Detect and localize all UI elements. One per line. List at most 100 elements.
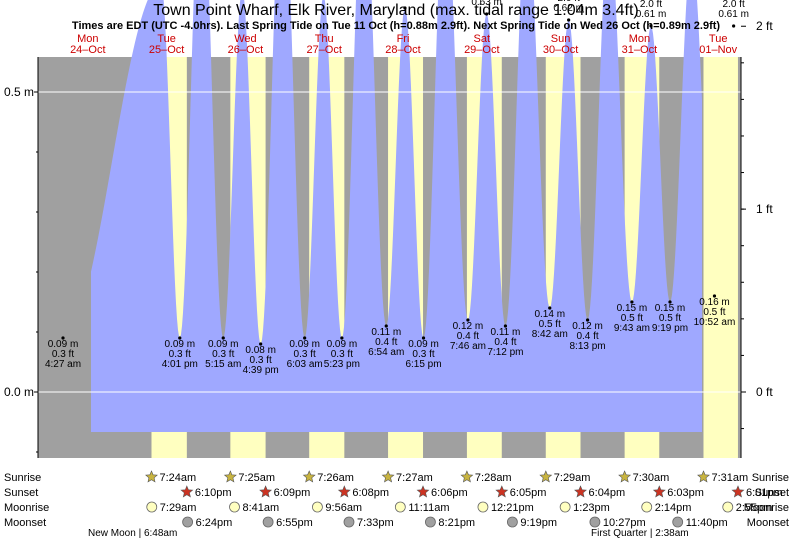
day-of-week: Mon xyxy=(629,33,650,45)
moonrise-icon xyxy=(722,501,734,513)
right-tick-label: 0 ft xyxy=(756,385,773,399)
tide-label-line: 4:27 am xyxy=(45,359,81,370)
tide-label-line: 0.61 m xyxy=(718,9,749,20)
tide-label-line: 0.3 ft xyxy=(331,349,353,360)
day-date: 01–Nov xyxy=(699,44,737,56)
moonrise-icon xyxy=(312,501,323,513)
day-date: 25–Oct xyxy=(149,44,184,56)
tide-label-line: 9:43 am xyxy=(614,323,650,334)
tide-label-line: 0.3 ft xyxy=(250,355,272,366)
sunset-icon xyxy=(416,485,430,498)
right-tick-label: 1 ft xyxy=(756,202,773,216)
day-of-week: Wed xyxy=(234,33,256,45)
gridlines xyxy=(38,91,741,393)
moon-phase-new: New Moon | 6:48am xyxy=(88,528,177,539)
sunset-icon xyxy=(259,485,273,498)
tide-label-line: 0.12 m xyxy=(572,321,603,332)
sunrise-time: 7:27am xyxy=(396,472,433,484)
tide-label-line: 0.5 ft xyxy=(539,319,561,330)
low-tide-label: 0.12 m0.4 ft8:13 pm xyxy=(570,321,606,352)
moonset-icon xyxy=(182,516,194,528)
tide-label-line: 0.5 ft xyxy=(621,313,643,324)
low-tide-point xyxy=(503,324,508,328)
day-date: 30–Oct xyxy=(543,44,578,56)
moonrise-time: 2:55pm xyxy=(736,502,773,514)
tide-label-line: 8:42 am xyxy=(532,329,568,340)
moonset-icon xyxy=(425,516,436,528)
day-of-week: Mon xyxy=(77,33,98,45)
moonset-time: 6:55pm xyxy=(276,517,313,529)
moonrise-time: 8:41am xyxy=(243,502,280,514)
tide-label-line: 0.15 m xyxy=(617,303,648,314)
moonrise-icon xyxy=(394,501,406,513)
sunset-time: 6:08pm xyxy=(352,487,389,499)
high-tide-point xyxy=(403,6,407,10)
tide-label-line: 0.09 m xyxy=(289,339,320,350)
tide-label-line: 0.63 m xyxy=(471,0,502,8)
sunrise-icon xyxy=(539,470,553,483)
right-tick-label: 2 ft xyxy=(756,19,773,33)
low-tide-label: 0.11 m0.4 ft7:12 pm xyxy=(487,327,523,358)
tide-label-line: 0.16 m xyxy=(699,297,730,308)
chart-subtitle: Times are EDT (UTC -4.0hrs). Last Spring… xyxy=(72,20,720,32)
tide-label-line: 6:15 pm xyxy=(405,359,441,370)
moonset-icon xyxy=(589,516,601,528)
astro-row-label-right: Moonrise xyxy=(744,502,789,514)
sunset-icon xyxy=(495,485,509,498)
day-of-week: Tue xyxy=(157,33,176,45)
moonrise-time: 2:14pm xyxy=(655,502,692,514)
sunrise-time: 7:28am xyxy=(475,472,512,484)
moonset-time: 10:27pm xyxy=(603,517,646,529)
day-of-week: Thu xyxy=(315,33,334,45)
moonrise-icon xyxy=(146,501,158,513)
low-tide-point xyxy=(630,300,634,304)
high-tide-label: 4:42 pm2.0 ft0.61 m xyxy=(718,0,749,20)
moonset-time: 9:19pm xyxy=(520,517,557,529)
astro-row-label-left: Sunrise xyxy=(4,472,41,484)
sunrise-time: 7:25am xyxy=(238,472,275,484)
sunset-icon xyxy=(652,485,666,498)
tide-label-line: 0.3 ft xyxy=(169,349,191,360)
moonrise-time: 11:11am xyxy=(408,502,449,514)
low-tide-label: 0.09 m0.3 ft4:27 am xyxy=(45,339,81,370)
low-tide-point xyxy=(712,294,717,298)
tide-label-line: 0.3 ft xyxy=(212,349,234,360)
sunset-time: 6:03pm xyxy=(667,487,704,499)
astro-row-label-left: Moonrise xyxy=(4,502,49,514)
sunset-time: 6:01pm xyxy=(746,487,783,499)
left-tick-label: 0.5 m xyxy=(4,85,34,99)
sunset-time: 6:10pm xyxy=(195,487,232,499)
moonset-icon xyxy=(262,516,274,528)
moonrise-icon xyxy=(641,501,653,513)
tide-label-line: 0.09 m xyxy=(48,339,79,350)
tide-label-line: 0.5 ft xyxy=(703,307,725,318)
low-tide-label: 0.09 m0.3 ft5:23 pm xyxy=(324,339,360,370)
low-tide-point xyxy=(340,336,344,340)
moonrise-time: 9:56am xyxy=(325,502,362,514)
moonset-icon xyxy=(506,516,518,528)
sunset-time: 6:05pm xyxy=(510,487,547,499)
tide-label-line: 10:52 am xyxy=(694,317,736,328)
low-tide-label: 0.14 m0.5 ft8:42 am xyxy=(532,309,568,340)
day-date: 29–Oct xyxy=(464,44,499,56)
sunrise-time: 7:31am xyxy=(711,472,748,484)
low-tide-point xyxy=(548,306,552,310)
moonset-time: 8:21pm xyxy=(438,517,475,529)
tide-label-line: 0.09 m xyxy=(408,339,439,350)
tide-label-line: 0.3 ft xyxy=(294,349,316,360)
tide-label-line: 0.09 m xyxy=(208,339,239,350)
day-of-week: Sat xyxy=(474,33,491,45)
tide-label-line: 8:13 pm xyxy=(570,341,606,352)
sunset-time: 6:04pm xyxy=(589,487,626,499)
low-tide-label: 0.15 m0.5 ft9:43 am xyxy=(614,303,650,334)
moonset-time: 7:33pm xyxy=(357,517,394,529)
moon-phase-first-quarter: First Quarter | 2:38am xyxy=(591,528,689,539)
tide-curve-area xyxy=(91,0,702,432)
high-tide-point xyxy=(649,24,653,28)
tide-label-line: 0.62 m xyxy=(553,3,584,14)
sunrise-icon xyxy=(302,470,316,483)
low-tide-label: 0.08 m0.3 ft4:39 pm xyxy=(243,345,279,376)
tide-label-line: 5:15 am xyxy=(205,359,241,370)
moonrise-time: 1:23pm xyxy=(573,502,610,514)
